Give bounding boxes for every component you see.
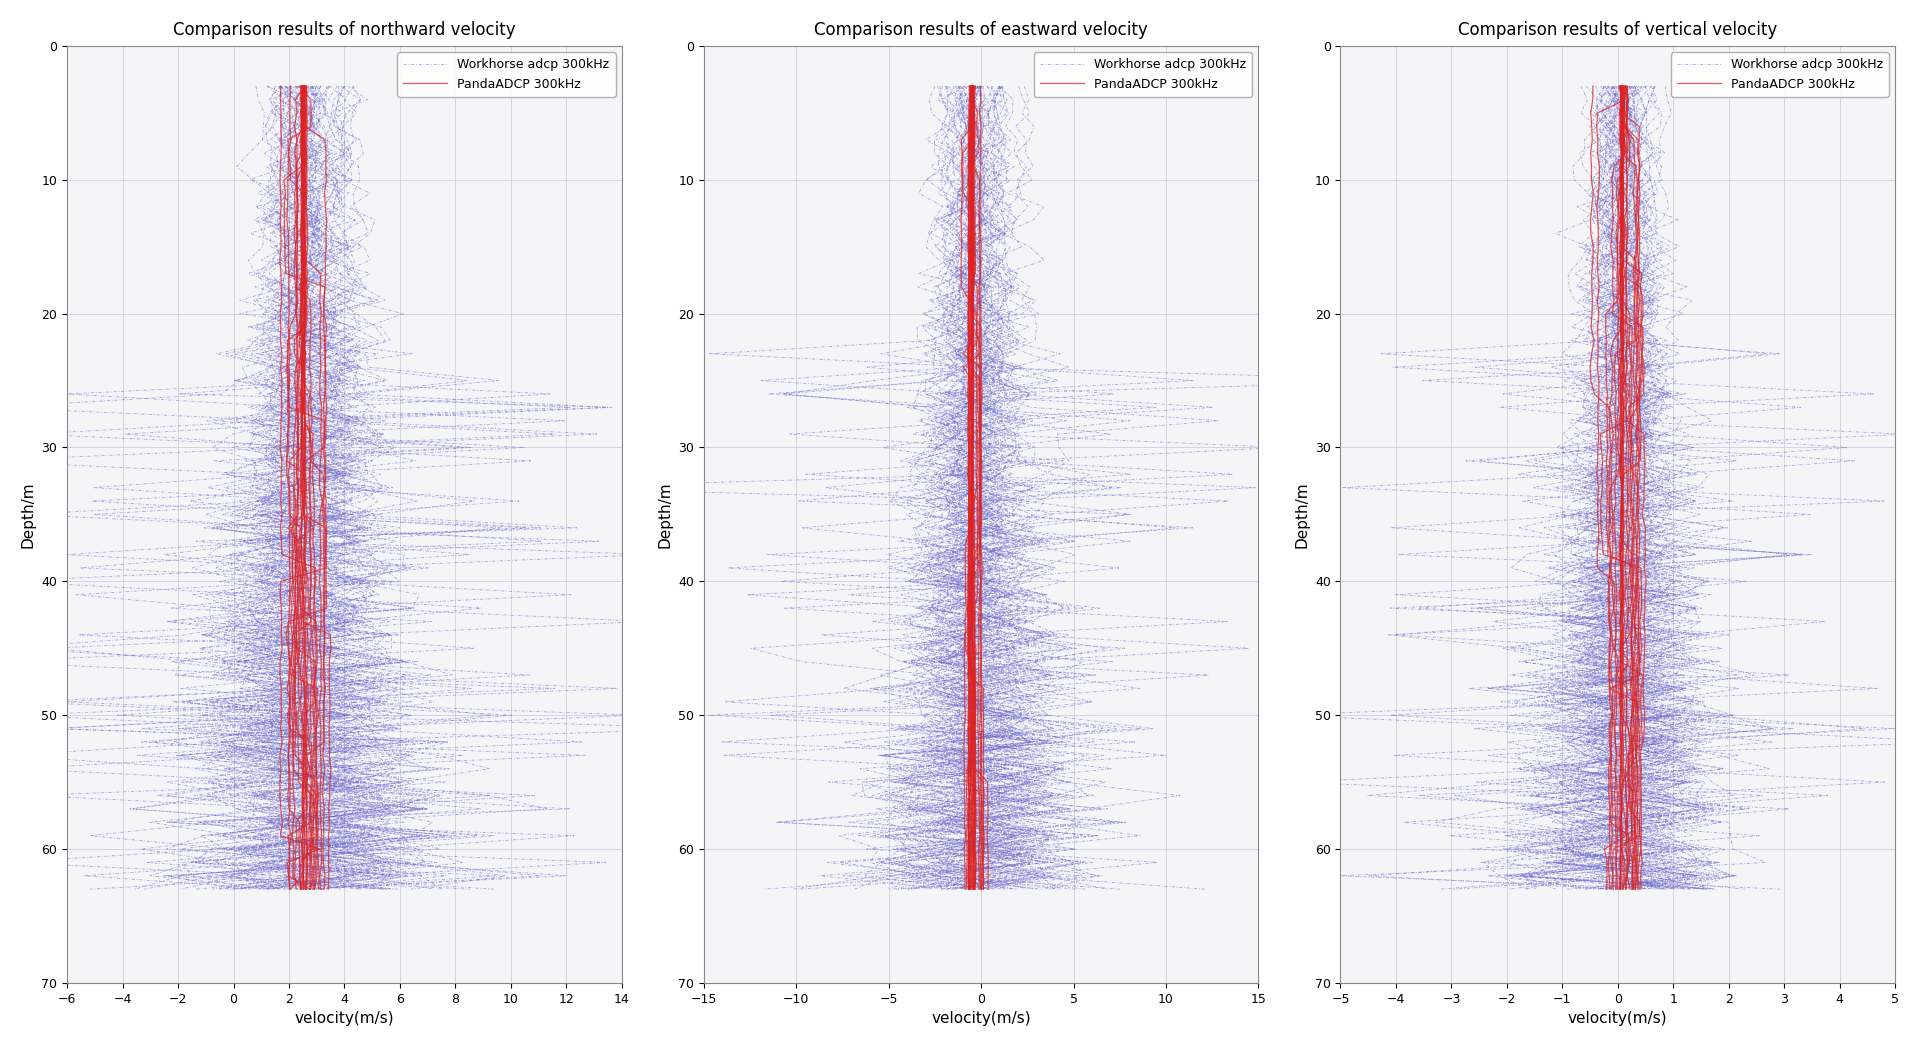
PandaADCP 300kHz [958, 561, 981, 574]
Workhorse adcp 300kHz [1607, 241, 1630, 253]
Y-axis label: Depth/m: Depth/m [1294, 482, 1309, 548]
Workhorse adcp 300kHz [947, 883, 970, 895]
Workhorse adcp 300kHz [1634, 80, 1657, 92]
PandaADCP 300kHz [1609, 883, 1632, 895]
Title: Comparison results of eastward velocity: Comparison results of eastward velocity [814, 21, 1148, 39]
Workhorse adcp 300kHz [1628, 883, 1651, 895]
X-axis label: velocity(m/s): velocity(m/s) [1569, 1011, 1668, 1026]
PandaADCP 300kHz [962, 80, 985, 92]
PandaADCP 300kHz [292, 241, 315, 253]
Workhorse adcp 300kHz [1651, 361, 1674, 374]
Legend: Workhorse adcp 300kHz, PandaADCP 300kHz: Workhorse adcp 300kHz, PandaADCP 300kHz [1033, 52, 1252, 97]
Y-axis label: Depth/m: Depth/m [21, 482, 36, 548]
Line: PandaADCP 300kHz: PandaADCP 300kHz [1619, 86, 1622, 889]
Workhorse adcp 300kHz [223, 561, 246, 574]
PandaADCP 300kHz [962, 241, 985, 253]
Workhorse adcp 300kHz [968, 80, 991, 92]
Line: PandaADCP 300kHz: PandaADCP 300kHz [970, 86, 973, 889]
PandaADCP 300kHz [1609, 241, 1632, 253]
Line: PandaADCP 300kHz: PandaADCP 300kHz [301, 86, 326, 889]
PandaADCP 300kHz [313, 561, 336, 574]
PandaADCP 300kHz [1609, 561, 1632, 574]
Workhorse adcp 300kHz [288, 883, 311, 895]
Workhorse adcp 300kHz [933, 267, 956, 280]
X-axis label: velocity(m/s): velocity(m/s) [294, 1011, 394, 1026]
Workhorse adcp 300kHz [1613, 267, 1636, 280]
PandaADCP 300kHz [311, 776, 334, 788]
PandaADCP 300kHz [958, 508, 981, 520]
Line: Workhorse adcp 300kHz: Workhorse adcp 300kHz [0, 86, 566, 889]
Workhorse adcp 300kHz [939, 508, 962, 520]
PandaADCP 300kHz [292, 267, 315, 280]
PandaADCP 300kHz [292, 80, 315, 92]
Workhorse adcp 300kHz [948, 361, 972, 374]
Workhorse adcp 300kHz [958, 241, 981, 253]
PandaADCP 300kHz [958, 883, 981, 895]
PandaADCP 300kHz [962, 267, 985, 280]
Y-axis label: Depth/m: Depth/m [657, 482, 672, 548]
Title: Comparison results of vertical velocity: Comparison results of vertical velocity [1457, 21, 1778, 39]
X-axis label: velocity(m/s): velocity(m/s) [931, 1011, 1031, 1026]
PandaADCP 300kHz [313, 883, 336, 895]
PandaADCP 300kHz [1609, 508, 1632, 520]
Workhorse adcp 300kHz [301, 80, 324, 92]
PandaADCP 300kHz [311, 508, 334, 520]
Workhorse adcp 300kHz [918, 776, 941, 788]
Workhorse adcp 300kHz [303, 361, 326, 374]
Legend: Workhorse adcp 300kHz, PandaADCP 300kHz: Workhorse adcp 300kHz, PandaADCP 300kHz [1670, 52, 1889, 97]
Workhorse adcp 300kHz [1638, 508, 1661, 520]
Legend: Workhorse adcp 300kHz, PandaADCP 300kHz: Workhorse adcp 300kHz, PandaADCP 300kHz [397, 52, 616, 97]
Title: Comparison results of northward velocity: Comparison results of northward velocity [173, 21, 516, 39]
Workhorse adcp 300kHz [1644, 561, 1667, 574]
PandaADCP 300kHz [292, 361, 315, 374]
Line: Workhorse adcp 300kHz: Workhorse adcp 300kHz [1469, 86, 1740, 889]
PandaADCP 300kHz [962, 361, 985, 374]
Workhorse adcp 300kHz [340, 776, 363, 788]
PandaADCP 300kHz [1609, 361, 1632, 374]
Workhorse adcp 300kHz [1628, 776, 1651, 788]
PandaADCP 300kHz [1609, 267, 1632, 280]
Workhorse adcp 300kHz [273, 241, 296, 253]
PandaADCP 300kHz [1609, 776, 1632, 788]
PandaADCP 300kHz [1609, 80, 1632, 92]
Workhorse adcp 300kHz [939, 561, 962, 574]
Workhorse adcp 300kHz [292, 267, 315, 280]
Workhorse adcp 300kHz [263, 508, 286, 520]
Line: Workhorse adcp 300kHz: Workhorse adcp 300kHz [781, 86, 1131, 889]
PandaADCP 300kHz [958, 776, 981, 788]
